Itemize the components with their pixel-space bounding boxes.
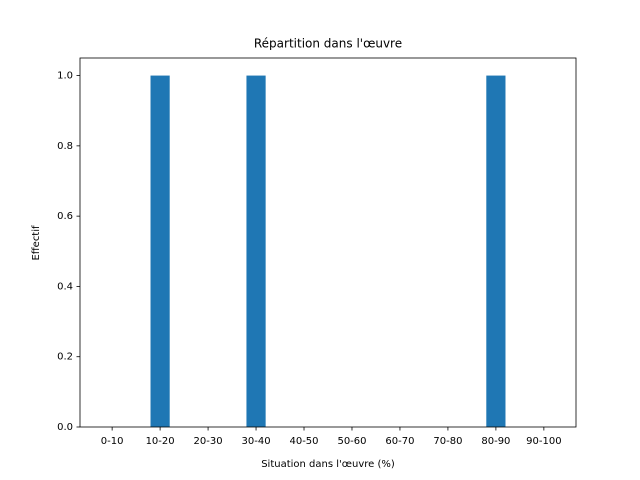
x-tick-label: 80-90 <box>481 436 510 447</box>
y-tick-label: 1.0 <box>57 71 73 82</box>
bar <box>246 75 266 428</box>
x-tick-label: 0-10 <box>101 436 124 447</box>
x-tick-label: 70-80 <box>433 436 462 447</box>
y-tick-label: 0.4 <box>57 281 73 292</box>
x-tick-label: 90-100 <box>526 436 561 447</box>
x-tick-label: 20-30 <box>194 436 223 447</box>
plot-frame <box>79 57 577 428</box>
y-tick-label: 0.0 <box>57 422 73 433</box>
y-tick-label: 0.8 <box>57 141 73 152</box>
x-tick-label: 10-20 <box>146 436 175 447</box>
chart-title: Répartition dans l'œuvre <box>254 37 402 51</box>
x-tick-label: 50-60 <box>337 436 366 447</box>
x-axis-label: Situation dans l'œuvre (%) <box>261 459 395 470</box>
y-tick-label: 0.2 <box>57 352 73 363</box>
y-tick-label: 0.6 <box>57 211 73 222</box>
x-tick-label: 60-70 <box>385 436 414 447</box>
y-axis-label: Effectif <box>31 225 42 261</box>
x-tick-label: 30-40 <box>242 436 271 447</box>
x-tick-label: 40-50 <box>289 436 318 447</box>
bar <box>150 75 170 428</box>
bar <box>486 75 506 428</box>
